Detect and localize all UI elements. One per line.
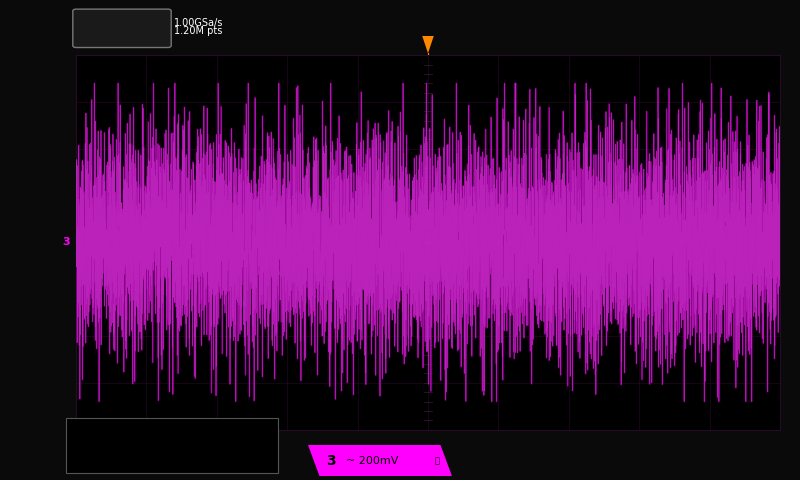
Text: Avg: 1.11 V: Avg: 1.11 V (164, 428, 231, 441)
Text: 1.20M pts: 1.20M pts (174, 26, 222, 36)
Text: ~ 200mV: ~ 200mV (346, 456, 398, 466)
Text: ③: ③ (72, 433, 82, 443)
Text: 3: 3 (326, 454, 336, 468)
Text: 🔒: 🔒 (434, 456, 439, 465)
Text: Vpp: Vpp (72, 419, 102, 433)
Text: Min: 896mV: Min: 896mV (164, 445, 234, 458)
Text: Cur: 1.35 V: Cur: 1.35 V (164, 419, 230, 432)
Text: 1.00GSa/s: 1.00GSa/s (174, 18, 224, 28)
Text: Max: 1.42 V: Max: 1.42 V (164, 436, 234, 450)
Polygon shape (308, 445, 452, 476)
Text: H: H (83, 22, 94, 35)
Polygon shape (422, 36, 434, 53)
Text: 3: 3 (62, 238, 70, 247)
Text: 100us: 100us (98, 24, 131, 33)
